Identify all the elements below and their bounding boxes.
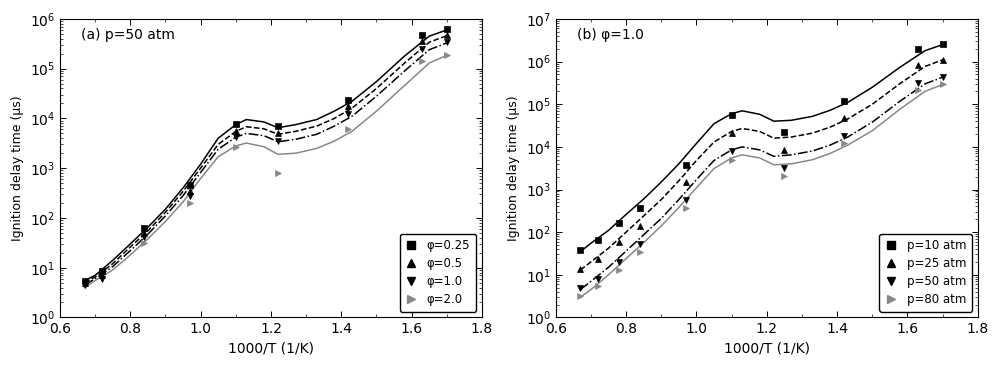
Text: (b) φ=1.0: (b) φ=1.0 xyxy=(577,28,644,42)
Legend: φ=0.25, φ=0.5, φ=1.0, φ=2.0: φ=0.25, φ=0.5, φ=1.0, φ=2.0 xyxy=(400,234,476,312)
Y-axis label: Ignition delay time (μs): Ignition delay time (μs) xyxy=(11,95,24,241)
X-axis label: 1000/T (1/K): 1000/T (1/K) xyxy=(724,342,810,356)
Legend: p=10 atm, p=25 atm, p=50 atm, p=80 atm: p=10 atm, p=25 atm, p=50 atm, p=80 atm xyxy=(879,234,972,312)
X-axis label: 1000/T (1/K): 1000/T (1/K) xyxy=(228,342,314,356)
Y-axis label: Ignition delay time (μs): Ignition delay time (μs) xyxy=(507,95,520,241)
Text: (a) p=50 atm: (a) p=50 atm xyxy=(81,28,175,42)
